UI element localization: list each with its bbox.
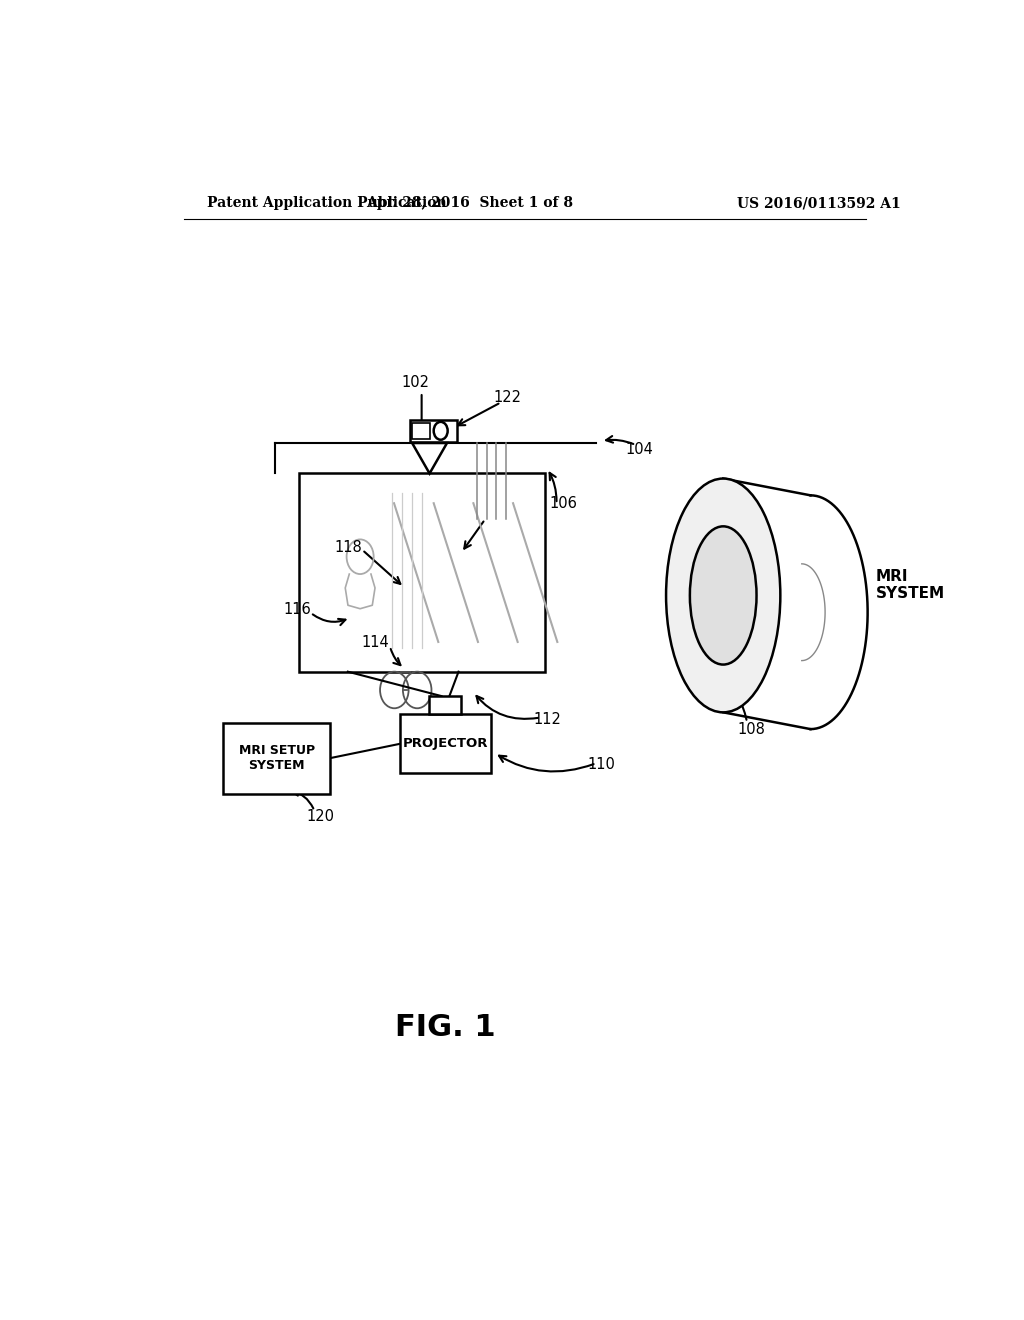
Ellipse shape (666, 479, 780, 713)
Text: 116: 116 (284, 602, 311, 618)
Ellipse shape (690, 527, 757, 664)
Text: 122: 122 (494, 389, 521, 405)
Bar (410, 420, 458, 442)
Bar (223, 722, 331, 793)
Bar (412, 422, 430, 440)
Text: FIG. 1: FIG. 1 (395, 1012, 496, 1041)
Text: MRI
SYSTEM: MRI SYSTEM (876, 569, 945, 602)
Text: 112: 112 (534, 711, 561, 727)
Text: 108: 108 (737, 722, 765, 737)
Text: 106: 106 (549, 496, 577, 511)
Text: MRI SETUP
SYSTEM: MRI SETUP SYSTEM (239, 744, 314, 772)
Text: 110: 110 (587, 756, 615, 772)
Text: Patent Application Publication: Patent Application Publication (207, 197, 447, 210)
Text: 102: 102 (401, 375, 429, 389)
Text: 104: 104 (626, 442, 653, 457)
Text: 120: 120 (307, 809, 335, 824)
Text: 114: 114 (361, 635, 389, 649)
Text: PROJECTOR: PROJECTOR (402, 738, 488, 750)
Bar (399, 714, 492, 774)
Text: 118: 118 (335, 540, 362, 556)
Text: US 2016/0113592 A1: US 2016/0113592 A1 (736, 197, 900, 210)
Text: Apr. 28, 2016  Sheet 1 of 8: Apr. 28, 2016 Sheet 1 of 8 (366, 197, 572, 210)
Bar (429, 696, 462, 714)
Bar (299, 474, 545, 672)
